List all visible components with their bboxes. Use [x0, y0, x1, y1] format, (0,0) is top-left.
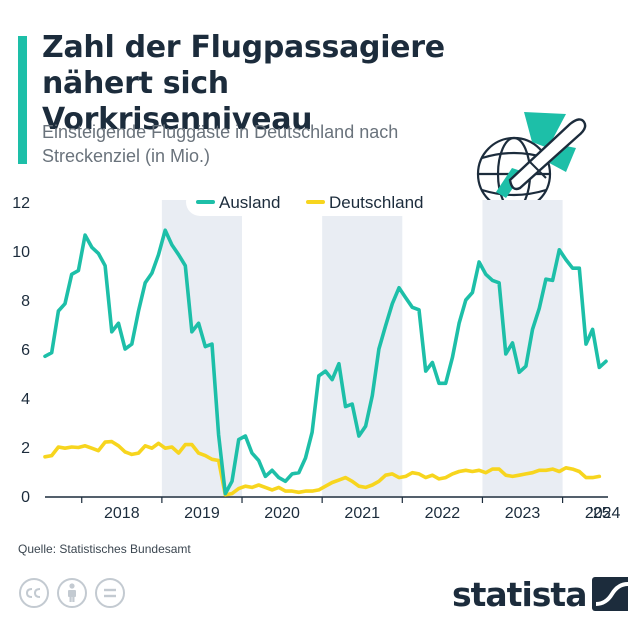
- legend-box: Ausland Deutschland: [186, 188, 442, 216]
- line-chart: 0 2 4 6 8 10 12 2018 2019 2020 2021 2022 2023 2024’2…: [12, 188, 621, 522]
- x-tick-label: 2022: [425, 505, 461, 522]
- x-tick-label: 2019: [184, 505, 220, 522]
- statista-logo[interactable]: statista: [452, 574, 628, 614]
- y-tick-label: 6: [21, 342, 30, 359]
- statista-mark-icon: [592, 577, 628, 611]
- legend-label-deutschland: Deutschland: [329, 193, 424, 212]
- year-band-1: [322, 200, 403, 496]
- source-note: Quelle: Statistisches Bundesamt: [18, 542, 191, 556]
- year-band-0: [161, 200, 243, 496]
- series-lines: [43, 228, 608, 497]
- y-tick-label: 2: [21, 440, 30, 457]
- x-tick-label: 2021: [344, 505, 380, 522]
- chart-title: Zahl der Flugpassagiere nähert sich Vork…: [42, 30, 445, 137]
- x-tick-label: 2023: [505, 505, 541, 522]
- y-tick-label: 4: [21, 391, 30, 408]
- y-tick-label: 0: [21, 489, 30, 506]
- equals-icon: [95, 578, 125, 608]
- x-tick-label: 2018: [104, 505, 140, 522]
- y-axis: 0 2 4 6 8 10 12: [12, 195, 30, 506]
- y-tick-label: 10: [12, 244, 30, 261]
- x-tick-label: 2024: [585, 505, 621, 522]
- cc-icon: [19, 578, 49, 608]
- year-band-2: [482, 200, 563, 496]
- series-line-ausland: [43, 228, 608, 496]
- chart-subtitle: Einsteigende Fluggäste in Deutschland na…: [42, 122, 399, 166]
- plane-fuselage: [508, 118, 587, 191]
- accent-bar: [18, 36, 27, 164]
- plane-upper-wing: [524, 112, 566, 148]
- y-tick-label: 12: [12, 195, 30, 212]
- x-axis: 2018 2019 2020 2021 2022 2023 2024’25: [45, 496, 621, 522]
- brand-name: statista: [452, 574, 587, 614]
- x-tick-label: ’25: [589, 505, 610, 522]
- legend-label-ausland: Ausland: [219, 193, 280, 212]
- person-icon: [57, 578, 87, 608]
- license-icons[interactable]: [18, 576, 128, 610]
- legend: Ausland Deutschland: [186, 188, 442, 216]
- series-line-deutschland: [43, 439, 602, 497]
- x-tick-label: 2020: [264, 505, 300, 522]
- y-tick-label: 8: [21, 293, 30, 310]
